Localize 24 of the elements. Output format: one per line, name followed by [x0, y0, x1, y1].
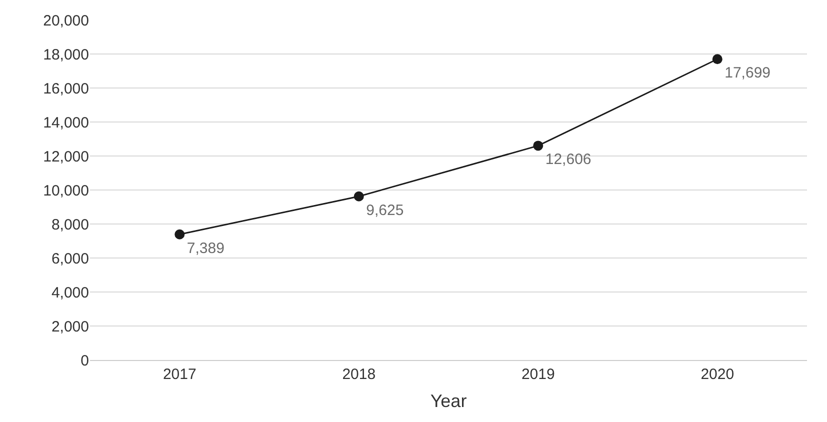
y-tick-label: 14,000 — [43, 114, 89, 132]
x-axis-title: Year — [430, 391, 467, 412]
y-tick-label: 0 — [80, 352, 89, 370]
x-tick-label: 2020 — [700, 366, 734, 383]
data-label: 12,606 — [545, 151, 592, 168]
y-tick-label: 8,000 — [51, 216, 89, 234]
data-label: 9,625 — [366, 202, 404, 219]
y-tick-label: 6,000 — [51, 250, 89, 268]
y-tick-label: 2,000 — [51, 318, 89, 336]
x-tick-label: 2017 — [162, 366, 196, 383]
y-tick-label: 16,000 — [43, 80, 89, 98]
data-label: 17,699 — [724, 64, 771, 82]
point — [533, 140, 544, 151]
point — [174, 229, 185, 240]
x-tick-label: 2018 — [342, 366, 376, 383]
y-tick-label: 20,000 — [43, 12, 89, 30]
y-tick-label: 12,000 — [43, 148, 89, 166]
point — [712, 54, 722, 64]
y-tick-label: 18,000 — [43, 46, 89, 64]
point — [354, 191, 364, 202]
y-tick-label: 10,000 — [43, 182, 89, 200]
y-tick-label: 4,000 — [51, 284, 89, 302]
x-tick-label: 2019 — [521, 366, 555, 383]
data-label: 7,389 — [186, 240, 224, 257]
